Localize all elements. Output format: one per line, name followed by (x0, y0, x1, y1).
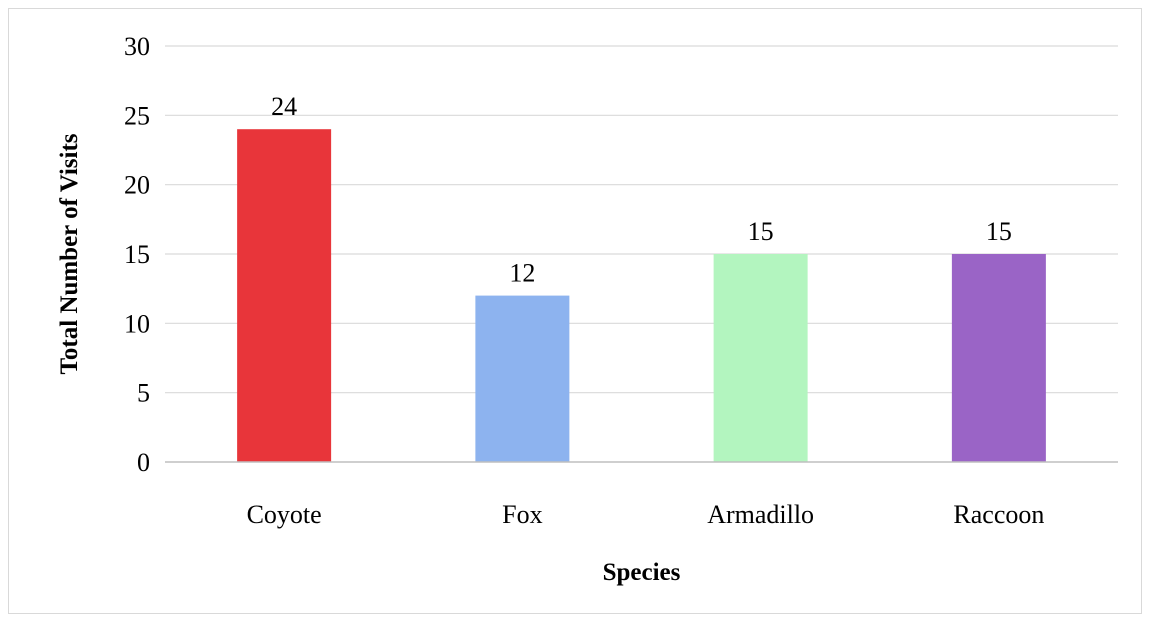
bar-fox (475, 295, 570, 462)
x-tick-label-armadillo: Armadillo (707, 500, 814, 529)
x-axis-ticks: Coyote Fox Armadillo Raccoon (247, 500, 1045, 529)
data-label-armadillo: 15 (748, 217, 774, 246)
bar-coyote (237, 129, 332, 462)
y-tick-label: 15 (124, 240, 150, 269)
x-tick-label-coyote: Coyote (247, 500, 322, 529)
bar-raccoon (951, 254, 1046, 462)
y-axis-title: Total Number of Visits (56, 133, 83, 374)
data-label-coyote: 24 (271, 92, 297, 121)
x-tick-label-raccoon: Raccoon (953, 500, 1044, 529)
data-label-fox: 12 (509, 259, 535, 288)
y-tick-label: 25 (124, 101, 150, 130)
data-labels: 24 12 15 15 (271, 92, 1012, 287)
y-tick-label: 30 (124, 32, 150, 61)
bar-armadillo (713, 254, 808, 462)
chart-frame (8, 8, 1142, 614)
data-label-raccoon: 15 (986, 217, 1012, 246)
bars (237, 129, 1046, 462)
y-tick-label: 0 (137, 448, 150, 477)
x-tick-label-fox: Fox (502, 500, 542, 529)
y-tick-label: 10 (124, 309, 150, 338)
x-axis-title: Species (603, 559, 681, 586)
y-axis-ticks: 0 5 10 15 20 25 30 (124, 32, 150, 477)
y-tick-label: 20 (124, 171, 150, 200)
y-tick-label: 5 (137, 379, 150, 408)
